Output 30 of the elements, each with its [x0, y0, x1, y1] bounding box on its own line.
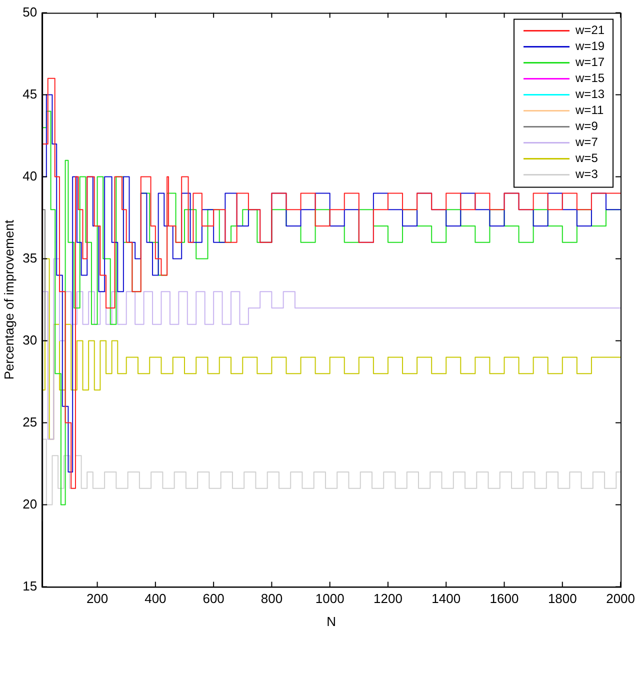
x-tick-label: 600	[202, 591, 224, 606]
y-tick-label: 30	[22, 332, 38, 348]
x-tick-label: 1400	[432, 591, 461, 606]
y-tick-label: 20	[22, 496, 38, 512]
legend-label: w=17	[574, 55, 605, 70]
y-tick-label: 45	[22, 86, 38, 102]
legend-label: w=19	[574, 39, 605, 54]
legend-label: w=7	[574, 135, 598, 150]
legend-label: w=21	[574, 23, 605, 38]
x-tick-label: 200	[86, 591, 108, 606]
x-tick-label: 2000	[606, 591, 635, 606]
x-tick-label: 1800	[548, 591, 577, 606]
x-tick-label: 1200	[374, 591, 402, 606]
legend-label: w=11	[574, 103, 604, 118]
legend-label: w=13	[574, 87, 605, 102]
x-tick-label: 800	[260, 591, 283, 606]
y-tick-label: 15	[22, 578, 38, 594]
legend-label: w=9	[574, 119, 598, 134]
x-tick-label: 1000	[315, 591, 344, 606]
y-tick-label: 40	[22, 168, 38, 184]
y-tick-label: 35	[22, 250, 38, 266]
y-tick-label: 50	[22, 4, 38, 20]
x-tick-label: 1600	[490, 591, 519, 606]
legend-label: w=5	[574, 151, 598, 166]
legend-label: w=15	[574, 71, 605, 86]
y-axis-title: Percentage of improvement	[1, 220, 16, 380]
y-tick-label: 25	[22, 414, 38, 430]
legend-label: w=3	[574, 167, 598, 182]
x-axis-title: N	[326, 614, 336, 629]
x-tick-label: 400	[144, 591, 166, 606]
